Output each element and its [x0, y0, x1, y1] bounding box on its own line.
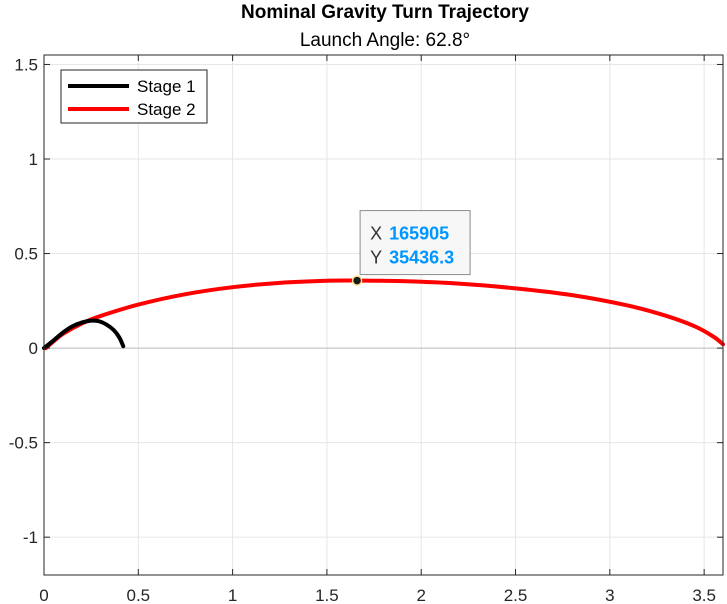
legend: Stage 1 Stage 2: [60, 69, 208, 124]
x-tick-label: 0: [39, 586, 48, 604]
x-tick-label: 1: [228, 586, 237, 604]
y-tick-label: 1.5: [14, 55, 38, 74]
data-tip-box: [359, 210, 471, 276]
data-tip: X 165905 Y 35436.3: [351, 210, 471, 286]
grid-lines: [43, 55, 723, 575]
series-line-stage-2: [43, 278, 725, 351]
data-tip-y-value: 35436.3: [389, 248, 454, 268]
y-tick-label: 1: [29, 150, 38, 169]
legend-box: [60, 69, 208, 124]
data-tip-y-label: Y: [370, 248, 382, 268]
x-tick-label: 3: [605, 586, 614, 604]
y-tick-label: 0.5: [14, 245, 38, 264]
series-lines: [42, 278, 725, 351]
x-tick-label: 1.5: [315, 586, 339, 604]
series-line-stage-1: [42, 318, 126, 351]
data-tip-x-label: X: [370, 224, 382, 244]
chart-subtitle: Launch Angle: 62.8°: [300, 30, 470, 51]
x-tick-label: 2.5: [504, 586, 528, 604]
y-tick-labels: -1 -0.5 0 0.5 1 1.5: [9, 55, 38, 547]
legend-label-stage-2: Stage 2: [137, 100, 196, 119]
x-tick-label: 0.5: [126, 586, 150, 604]
y-tick-label: -1: [23, 528, 38, 547]
y-tick-label: -0.5: [9, 434, 38, 453]
legend-label-stage-1: Stage 1: [137, 77, 196, 96]
axis-ticks: [43, 55, 723, 575]
axes-box: [43, 54, 724, 576]
data-tip-x-value: 165905: [389, 224, 449, 244]
zero-lines: [43, 55, 723, 575]
x-tick-label: 3.5: [692, 586, 716, 604]
x-tick-labels: 0 0.5 1 1.5 2 2.5 3 3.5: [39, 586, 716, 604]
x-tick-label: 2: [416, 586, 425, 604]
y-tick-label: 0: [29, 339, 38, 358]
data-tip-marker: [351, 275, 363, 286]
chart-title: Nominal Gravity Turn Trajectory: [241, 2, 529, 23]
